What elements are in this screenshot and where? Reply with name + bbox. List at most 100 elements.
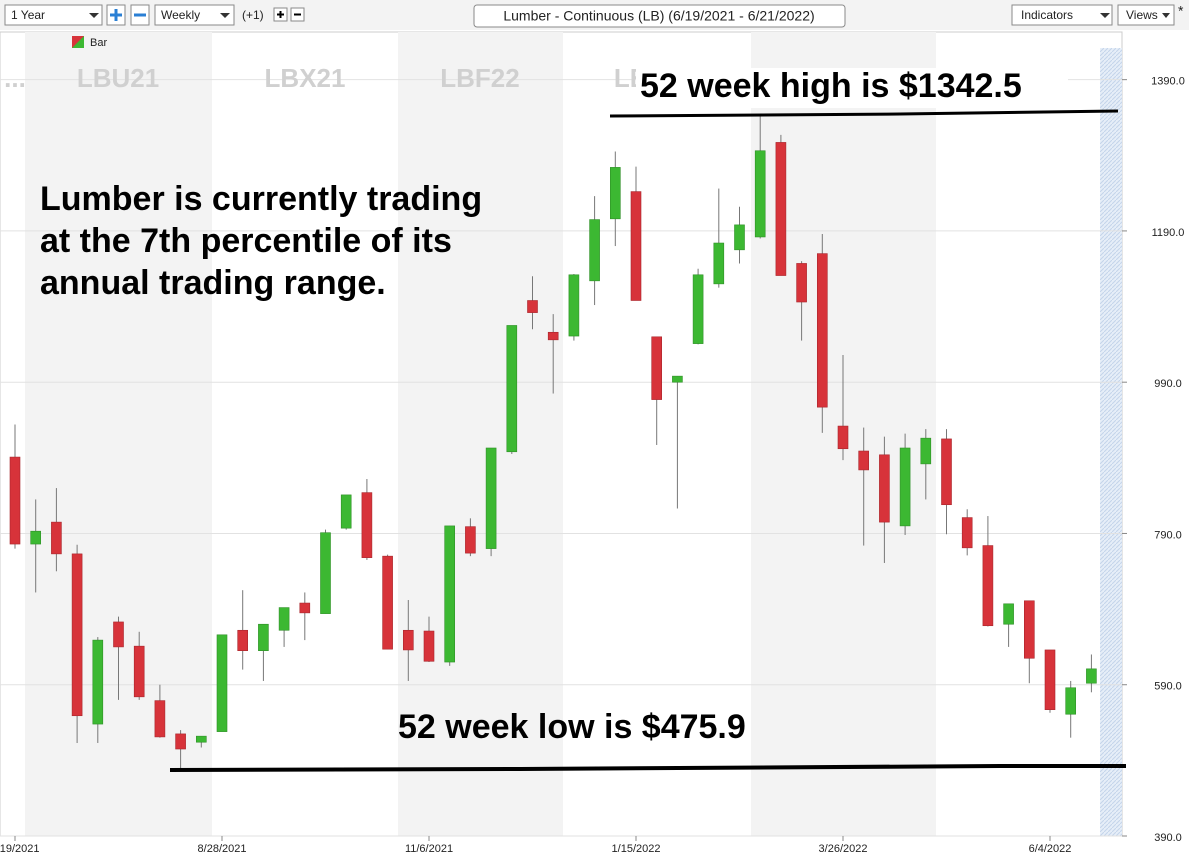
candle-body	[961, 517, 973, 549]
high-line	[609, 109, 1119, 118]
legend-swatch-up	[72, 36, 84, 48]
candle-body	[258, 623, 269, 651]
candle-body	[216, 634, 228, 732]
dropdown-arrow	[220, 13, 230, 18]
candle-body	[672, 375, 683, 383]
dropdown-arrow	[1162, 13, 1170, 18]
candle-body	[754, 150, 766, 238]
candle-body	[465, 526, 476, 554]
candle-body	[547, 331, 559, 341]
x-tick-label: 8/28/2021	[198, 843, 247, 855]
candle-body	[775, 142, 787, 276]
x-tick-label: 6/19/2021	[0, 843, 39, 855]
y-tick-label: 990.0	[1154, 378, 1182, 390]
candle-body	[278, 607, 290, 631]
dropdown-arrow	[1100, 13, 1110, 18]
dropdown-arrow	[89, 13, 99, 18]
candle-body	[527, 300, 538, 313]
candle-body	[51, 521, 62, 555]
period-text: 1 Year	[11, 8, 45, 22]
candle-body	[796, 263, 807, 303]
annotation: 52 week high is $1342.5	[640, 67, 1022, 105]
candle-body	[30, 530, 42, 545]
contract-label: LBX21	[265, 63, 346, 93]
candle-body	[816, 253, 828, 408]
candle-body	[299, 602, 311, 614]
y-tick-label: 1190.0	[1152, 227, 1185, 239]
candle-body	[1065, 687, 1076, 715]
low-line	[169, 764, 1126, 772]
interval-text: Weekly	[161, 8, 200, 22]
candle-body	[941, 438, 952, 506]
legend-label: Bar	[90, 37, 107, 49]
candle-body	[237, 629, 248, 651]
contract-label: LBF22	[440, 63, 519, 93]
candle-body	[651, 336, 663, 400]
candle-body	[402, 629, 414, 651]
candle-body	[713, 242, 725, 285]
candle-body	[692, 274, 704, 344]
y-tick-label: 1390.0	[1151, 76, 1185, 88]
candle-body	[1086, 668, 1097, 684]
candle-body	[340, 494, 352, 529]
plus-icon	[110, 9, 122, 21]
candle-body	[506, 325, 518, 453]
contract-band	[398, 32, 563, 836]
candle-body	[1003, 603, 1014, 625]
title-box	[473, 4, 846, 28]
candle-body	[1024, 600, 1035, 659]
y-tick-label: 790.0	[1154, 529, 1182, 541]
views-text: Views	[1126, 8, 1158, 22]
x-tick-label: 6/4/2022	[1029, 843, 1072, 855]
future-band	[1100, 48, 1122, 836]
annotation: 52 week low is $475.9	[398, 708, 746, 746]
candle-body	[879, 454, 890, 523]
candle-body	[444, 525, 456, 663]
candle-body	[320, 532, 331, 614]
x-tick-label: 11/6/2021	[405, 843, 453, 855]
candle-body	[1044, 649, 1056, 710]
plus-icon	[277, 11, 284, 18]
candle-body	[837, 425, 849, 450]
candle-body	[9, 456, 21, 545]
candle-body	[71, 553, 83, 717]
contract-label: ...	[4, 63, 26, 93]
candle-body	[858, 450, 870, 471]
indicators-text: Indicators	[1021, 8, 1073, 22]
x-tick-label: 1/15/2022	[612, 843, 661, 855]
x-tick-label: 3/26/2022	[819, 843, 868, 855]
offset-text: (+1)	[242, 8, 264, 22]
candle-body	[589, 219, 600, 282]
candle-body	[920, 437, 932, 465]
annotation: at the 7th percentile of its	[40, 222, 452, 260]
candle-body	[382, 555, 393, 650]
candle-body	[154, 700, 166, 738]
period-select[interactable]	[4, 4, 103, 26]
candle-body	[113, 621, 124, 648]
candle-body	[982, 545, 994, 627]
candle-body	[485, 447, 497, 549]
chart-title: Lumber - Continuous (LB) (6/19/2021 - 6/…	[503, 8, 814, 24]
candle-body	[175, 733, 186, 750]
y-tick-label: 590.0	[1154, 681, 1182, 693]
annotation: Lumber is currently trading	[40, 180, 482, 218]
candle-body	[734, 224, 745, 251]
annotation-backdrop	[636, 68, 1068, 108]
candle-body	[568, 274, 580, 337]
annotation: annual trading range.	[40, 264, 386, 302]
candle-body	[423, 630, 435, 662]
candle-body	[196, 735, 207, 743]
y-tick-label: 390.0	[1154, 832, 1182, 844]
candle-body	[133, 645, 145, 698]
interval-select[interactable]	[154, 4, 235, 26]
candle-body	[630, 191, 642, 301]
contract-label: LBU21	[77, 63, 159, 93]
indicators-button[interactable]	[1011, 4, 1113, 26]
candle-body	[92, 639, 104, 725]
candle-body	[899, 447, 911, 527]
star-icon: *	[1178, 3, 1184, 19]
candle-body	[609, 167, 621, 220]
candle-body	[361, 492, 373, 558]
views-button[interactable]	[1117, 4, 1175, 26]
